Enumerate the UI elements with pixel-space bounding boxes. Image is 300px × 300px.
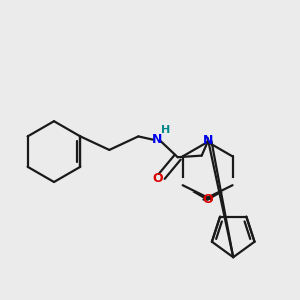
Text: O: O: [202, 193, 213, 206]
Text: H: H: [161, 125, 170, 135]
Text: N: N: [202, 134, 213, 147]
Text: N: N: [152, 133, 162, 146]
Text: O: O: [152, 172, 163, 185]
